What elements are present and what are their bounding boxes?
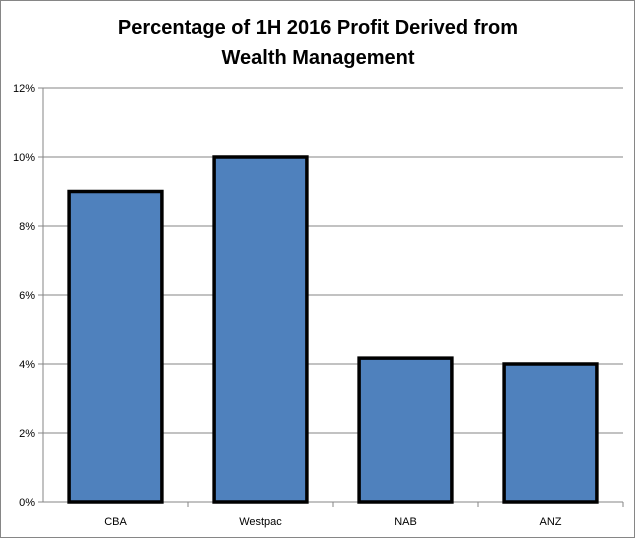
x-tick-label: ANZ: [540, 516, 562, 528]
y-tick-label: 2%: [19, 428, 35, 440]
chart-title-line-2: Wealth Management: [222, 47, 415, 69]
bar-anz: [502, 362, 599, 504]
y-tick-label: 4%: [19, 359, 35, 371]
y-tick-label: 10%: [13, 152, 35, 164]
y-tick-label: 12%: [13, 83, 35, 95]
chart-title-line-1: Percentage of 1H 2016 Profit Derived fro…: [118, 17, 518, 39]
x-tick-label: Westpac: [239, 516, 282, 528]
x-tick-label: NAB: [394, 516, 417, 528]
y-tick-label: 0%: [19, 497, 35, 509]
y-tick-label: 6%: [19, 290, 35, 302]
y-tick-label: 8%: [19, 221, 35, 233]
bar-cba: [67, 189, 164, 504]
x-tick-label: CBA: [104, 516, 127, 528]
bar-westpac: [212, 155, 309, 504]
bar-nab: [357, 356, 454, 504]
